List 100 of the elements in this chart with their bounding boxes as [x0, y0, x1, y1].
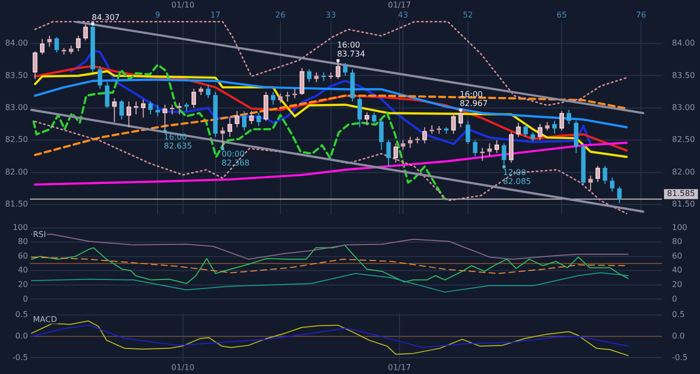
- candlestick: [422, 126, 427, 144]
- x-tick-label: 76: [636, 10, 646, 20]
- candlestick: [508, 132, 514, 164]
- candlestick: [538, 124, 542, 141]
- candlestick: [256, 112, 261, 126]
- x-tick-label: 52: [462, 10, 474, 20]
- candlestick: [206, 84, 210, 99]
- candlestick: [357, 96, 362, 128]
- y2-tick-label: 100: [672, 222, 688, 232]
- candlestick: [192, 88, 196, 108]
- candlestick: [574, 120, 578, 154]
- candlestick: [617, 186, 622, 204]
- candlestick: [566, 109, 572, 125]
- y2-tick-label: 81.50: [672, 200, 695, 209]
- y2-tick-label: 40: [672, 266, 682, 275]
- annotation: 16:00 82.635: [164, 132, 192, 151]
- x-tick-label: 65: [556, 10, 567, 20]
- chart-title: MACD: [33, 314, 57, 324]
- candlestick: [278, 93, 283, 104]
- candlestick: [141, 99, 146, 118]
- candlestick: [234, 110, 240, 128]
- y2-tick-label: 83.00: [672, 103, 695, 112]
- candlestick: [198, 86, 204, 96]
- y2-tick-label: 80: [672, 237, 682, 246]
- candlestick: [220, 126, 225, 150]
- candlestick: [408, 136, 412, 148]
- candlestick: [451, 114, 456, 134]
- y-tick-label: 0: [22, 294, 28, 304]
- candlestick: [581, 142, 586, 186]
- y2-tick-label: -0.5: [672, 352, 688, 362]
- y-tick-label: 60: [18, 251, 28, 260]
- candlestick: [328, 72, 334, 80]
- candlestick: [314, 72, 319, 83]
- y-tick-label: 20: [18, 280, 28, 289]
- candlestick: [112, 98, 117, 123]
- y-tick-label: 81.50: [5, 200, 28, 209]
- candlestick: [494, 140, 500, 154]
- candlestick: [264, 91, 268, 122]
- candlestick: [47, 35, 52, 48]
- candlestick: [68, 44, 74, 54]
- candlestick: [472, 140, 478, 157]
- x-tick-label: 33: [326, 10, 336, 20]
- x2-tick-label: 01/17: [388, 0, 411, 10]
- y2-tick-label: 83.50: [672, 70, 695, 80]
- y2-tick-label: 60: [672, 251, 682, 260]
- y-tick-label: 40: [18, 266, 28, 275]
- candlestick: [249, 110, 254, 125]
- candlestick: [516, 122, 521, 138]
- y-tick-label: 100: [12, 222, 28, 232]
- y2-tick-label: 0: [672, 294, 678, 304]
- candlestick: [436, 125, 442, 134]
- y-tick-label: 83.00: [5, 103, 28, 112]
- y-tick-label: 0.5: [15, 310, 28, 320]
- candlestick: [104, 82, 110, 108]
- annotation: 00:00 82.368: [222, 150, 250, 168]
- candlestick: [596, 165, 600, 182]
- annotation: 16:00 83.734: [337, 40, 366, 59]
- candlestick: [148, 101, 153, 115]
- line-series: [34, 21, 628, 106]
- candlestick: [545, 122, 550, 131]
- candlestick: [119, 100, 124, 120]
- candlestick: [343, 62, 348, 76]
- ref-line-label: 81.585: [667, 189, 695, 198]
- y2-tick-label: 82.00: [672, 167, 695, 176]
- candlestick: [184, 102, 189, 112]
- candlestick: [228, 117, 232, 138]
- candlestick: [523, 124, 528, 138]
- candlestick: [62, 48, 66, 55]
- candlestick: [394, 142, 398, 164]
- x2-tick-label: 01/10: [171, 362, 194, 372]
- x-tick-label: 43: [398, 10, 408, 20]
- candlestick: [126, 101, 132, 128]
- y-tick-label: 80: [18, 237, 28, 246]
- candlestick: [40, 38, 44, 55]
- candlestick: [32, 50, 38, 80]
- x-tick-label: 17: [210, 10, 221, 20]
- candlestick: [242, 110, 247, 131]
- candlestick: [480, 147, 485, 162]
- line-series: [34, 120, 628, 214]
- candlestick: [386, 140, 391, 168]
- y-tick-label: 0.0: [15, 331, 28, 340]
- candlestick: [285, 91, 290, 102]
- candlestick: [134, 101, 138, 115]
- y-tick-label: 82.50: [5, 135, 28, 144]
- candlestick: [559, 110, 564, 131]
- chart-title: RSI: [33, 230, 46, 239]
- x-tick-label: 26: [275, 10, 286, 20]
- y2-tick-label: 82.50: [672, 135, 695, 144]
- y2-tick-label: 0.5: [672, 310, 685, 320]
- candlestick: [321, 72, 326, 82]
- candlestick: [270, 91, 276, 106]
- candlestick: [54, 36, 59, 54]
- candlestick: [76, 35, 81, 52]
- y-tick-label: 83.50: [5, 70, 28, 80]
- candlestick: [155, 104, 160, 117]
- line-series: [32, 64, 446, 200]
- x-tick-label: 9: [155, 10, 160, 20]
- x2-tick-label: 01/10: [171, 0, 194, 10]
- candlestick: [177, 102, 182, 115]
- y2-tick-label: 0.0: [672, 331, 685, 340]
